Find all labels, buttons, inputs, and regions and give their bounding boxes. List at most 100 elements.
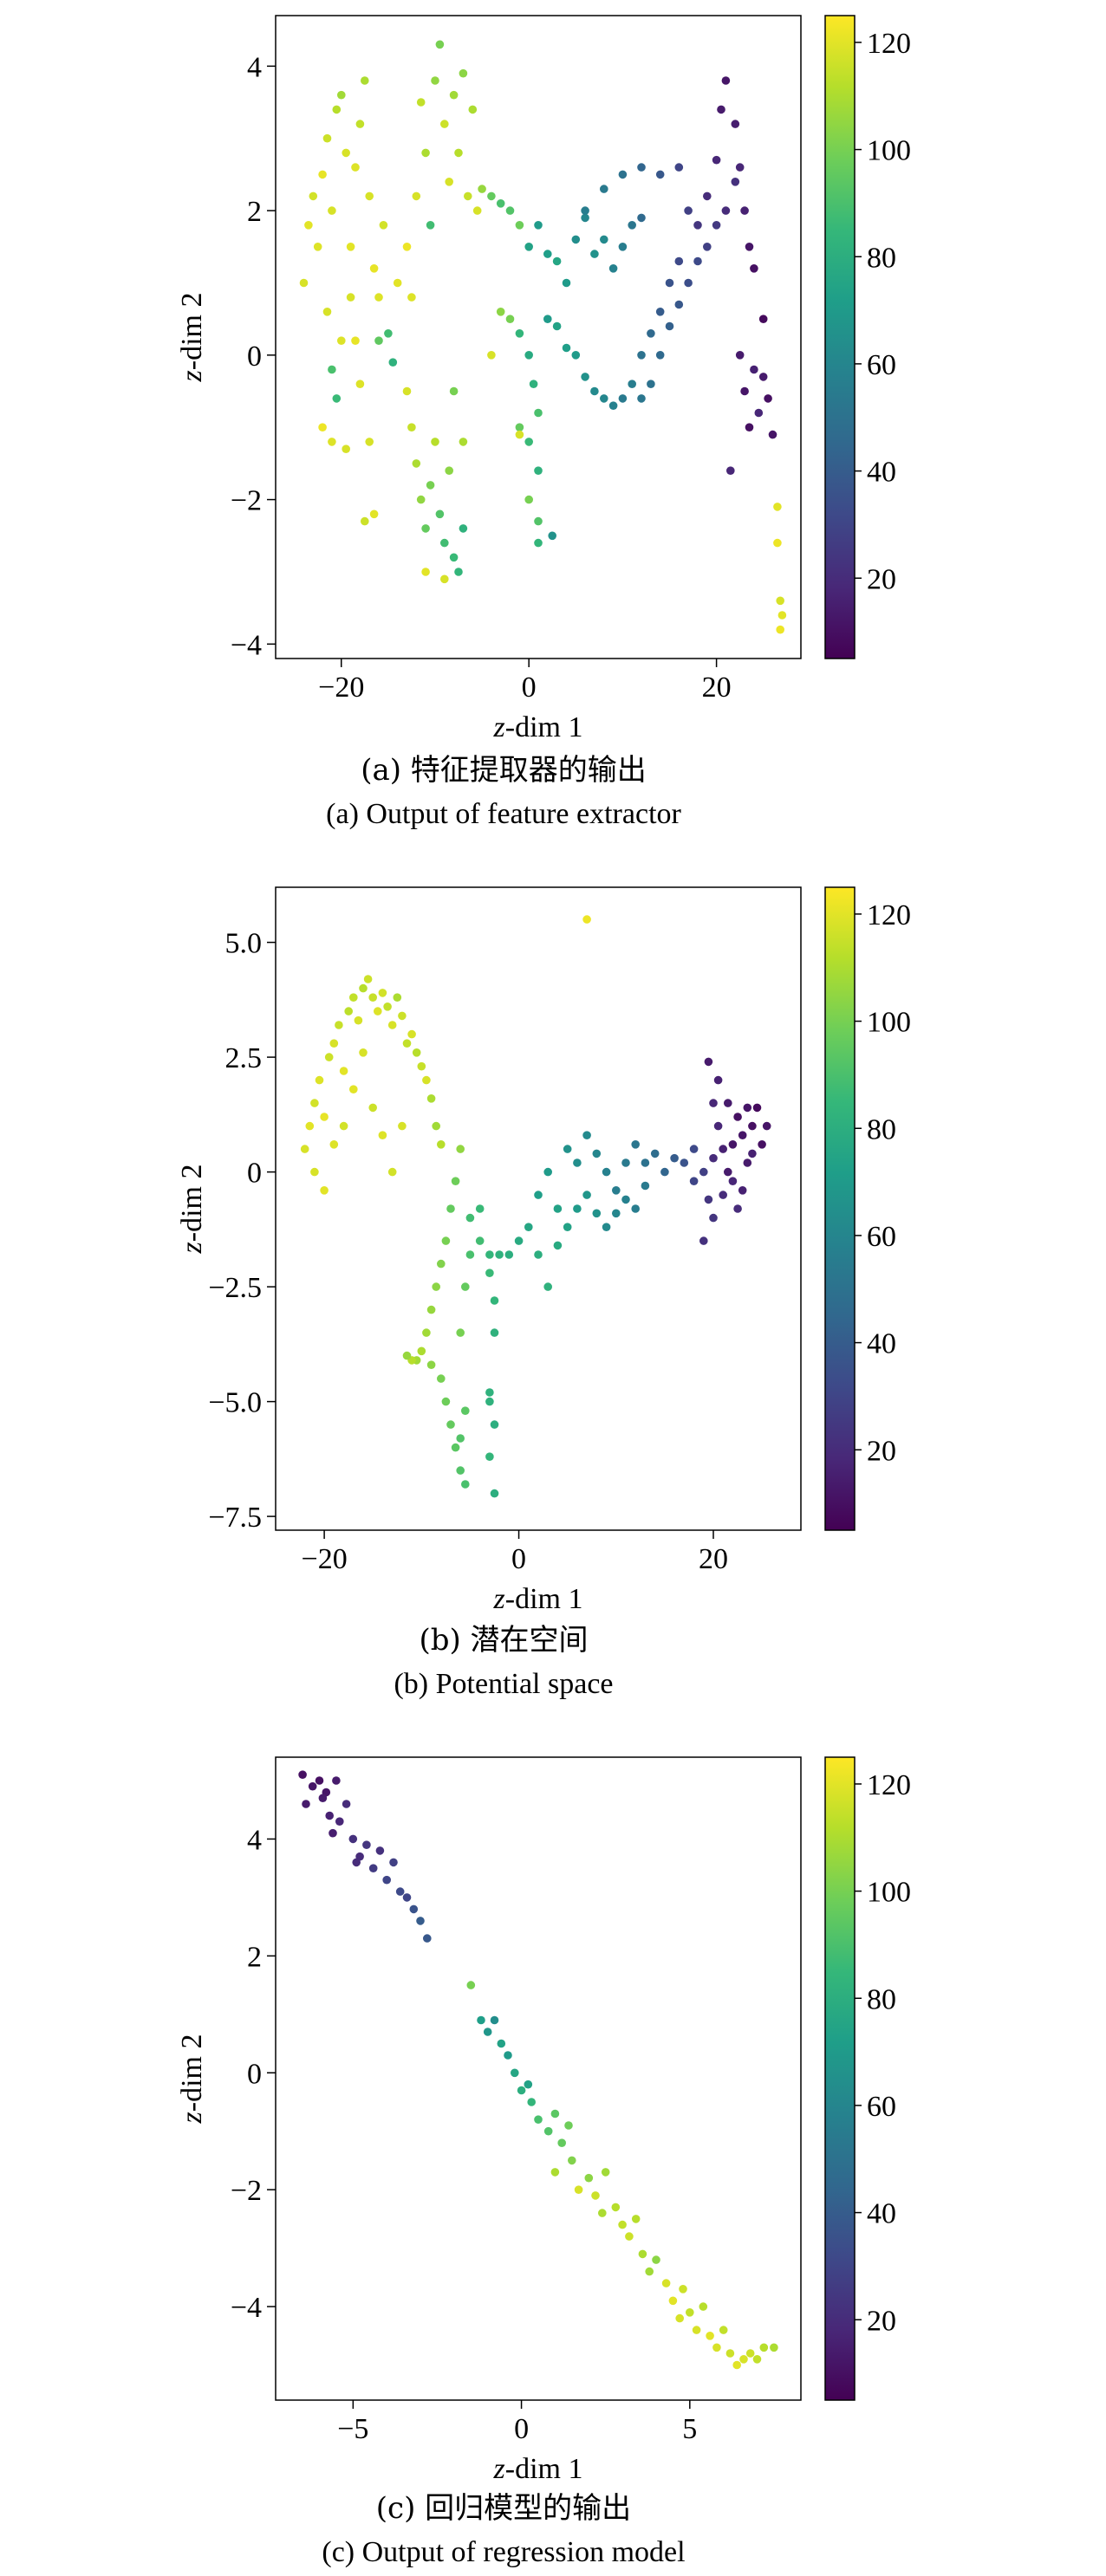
scatter-point-c-69 <box>675 2313 684 2323</box>
scatter-point-a-44 <box>449 553 459 562</box>
scatter-point-b-134 <box>743 1103 752 1113</box>
scatter-point-a-110 <box>628 380 636 389</box>
scatter-point-a-39 <box>426 481 435 490</box>
scatter-point-a-82 <box>534 466 543 475</box>
scatter-point-b-92 <box>563 1145 572 1153</box>
scatter-point-c-24 <box>483 2028 492 2036</box>
scatter-point-c-27 <box>504 2051 512 2060</box>
scatter-point-a-147 <box>726 466 735 475</box>
scatter-point-a-34 <box>402 386 412 396</box>
scatter-point-b-36 <box>368 1103 378 1113</box>
scatter-point-a-144 <box>735 351 745 360</box>
scatter-point-b-121 <box>758 1140 766 1149</box>
scatter-point-c-5 <box>332 1776 341 1785</box>
scatter-point-b-5 <box>320 1113 329 1121</box>
scatter-point-c-12 <box>362 1840 371 1849</box>
scatter-point-a-72 <box>515 220 524 230</box>
scatter-point-a-91 <box>552 256 562 266</box>
scatter-point-b-16 <box>374 1007 382 1015</box>
scatter-point-a-40 <box>431 438 439 446</box>
scatter-point-a-70 <box>496 199 505 208</box>
scatter-point-c-10 <box>348 1834 358 1844</box>
scatter-point-a-50 <box>459 438 468 446</box>
scatter-point-a-143 <box>637 394 646 403</box>
scatter-point-a-28 <box>374 336 383 346</box>
scatter-point-c-53 <box>692 2326 701 2334</box>
scatter-point-a-55 <box>431 76 439 85</box>
scatter-point-a-43 <box>445 466 453 475</box>
scatter-point-b-48 <box>417 1346 426 1356</box>
scatter-point-a-93 <box>571 235 581 244</box>
scatter-point-b-88 <box>612 1209 621 1218</box>
scatter-point-a-152 <box>773 503 782 511</box>
scatter-point-c-60 <box>739 2355 748 2364</box>
scatter-point-b-23 <box>407 1029 416 1039</box>
scatter-point-c-20 <box>423 1934 432 1943</box>
scatter-point-a-85 <box>548 531 556 541</box>
scatter-point-b-80 <box>534 1250 543 1259</box>
caption-zh-c: (c) 回归模型的输出 <box>376 2491 631 2526</box>
scatter-point-c-15 <box>382 1875 392 1885</box>
scatter-point-b-39 <box>398 1121 407 1131</box>
scatter-point-c-63 <box>759 2343 769 2352</box>
scatter-point-a-125 <box>712 155 721 165</box>
caption-en-b: (b) Potential space <box>394 1668 613 1700</box>
scatter-point-b-22 <box>402 1039 412 1048</box>
scatter-point-a-21 <box>337 336 346 346</box>
scatter-point-c-35 <box>564 2121 573 2130</box>
scatter-point-c-1 <box>308 1781 317 1791</box>
scatter-point-b-76 <box>495 1250 504 1259</box>
scatter-point-a-88 <box>524 243 533 251</box>
scatter-point-b-9 <box>339 1067 348 1075</box>
scatter-point-c-23 <box>477 2015 485 2025</box>
colorbar-tick-label-a-3: 80 <box>867 242 896 274</box>
scatter-point-b-117 <box>738 1131 747 1139</box>
scatter-point-b-21 <box>398 1011 407 1021</box>
scatter-point-a-119 <box>637 163 646 172</box>
scatter-point-a-14 <box>365 191 374 201</box>
x-tick-label-a-1: 0 <box>522 672 537 704</box>
scatter-series-c <box>298 1770 778 2370</box>
scatter-point-a-131 <box>745 243 754 251</box>
scatter-point-a-2 <box>309 191 318 201</box>
scatter-point-c-57 <box>719 2326 728 2334</box>
scatter-point-c-46 <box>638 2249 647 2259</box>
y-tick-label-a-3: 2 <box>247 196 262 228</box>
scatter-point-b-26 <box>422 1075 431 1085</box>
scatter-point-a-64 <box>472 206 482 215</box>
scatter-point-c-52 <box>686 2308 694 2317</box>
scatter-point-b-24 <box>412 1048 421 1057</box>
scatter-point-a-11 <box>351 163 360 172</box>
scatter-point-a-29 <box>384 329 393 338</box>
scatter-point-b-105 <box>660 1167 669 1177</box>
scatter-point-b-106 <box>670 1153 679 1163</box>
y-tick-label-c-4: 4 <box>247 1824 262 1856</box>
scatter-point-b-89 <box>621 1195 630 1204</box>
colorbar-tick-label-a-4: 100 <box>867 135 911 167</box>
scatter-point-c-17 <box>395 1887 405 1896</box>
scatter-point-b-111 <box>709 1153 718 1163</box>
scatter-point-a-99 <box>628 220 636 230</box>
scatter-point-a-22 <box>346 293 355 302</box>
scatter-point-c-51 <box>679 2285 687 2294</box>
scatter-point-a-65 <box>402 243 412 251</box>
scatter-point-b-124 <box>713 1075 723 1085</box>
scatter-point-c-36 <box>550 2168 560 2177</box>
scatter-point-b-2 <box>305 1121 315 1131</box>
scatter-point-c-61 <box>745 2349 755 2358</box>
scatter-point-b-63 <box>465 1250 475 1259</box>
scatter-point-c-31 <box>534 2115 543 2124</box>
scatter-point-a-148 <box>750 365 758 374</box>
scatter-point-b-113 <box>719 1145 727 1153</box>
scatter-point-a-102 <box>552 321 562 331</box>
scatter-point-a-157 <box>758 373 768 381</box>
scatter-point-a-133 <box>731 178 740 186</box>
colorbar-tick-label-c-0: 20 <box>867 2305 896 2337</box>
y-tick-label-c-2: 0 <box>247 2058 262 2090</box>
scatter-point-b-103 <box>534 1191 543 1199</box>
scatter-point-b-85 <box>582 1191 591 1199</box>
colorbar-tick-label-c-3: 80 <box>867 1983 896 2015</box>
scatter-point-a-146 <box>745 423 754 432</box>
scatter-point-a-59 <box>449 90 459 100</box>
